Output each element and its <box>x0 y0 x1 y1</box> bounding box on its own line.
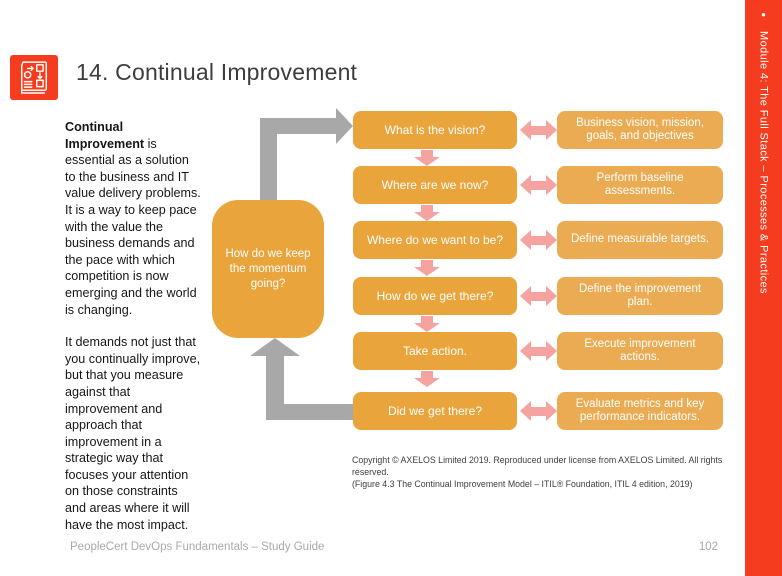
text-line: improvement in a <box>65 434 162 449</box>
loop-arrow-bottom-icon <box>250 338 353 420</box>
intro-bold-lead: Improvement <box>65 136 145 151</box>
text-line: the pace with which <box>65 252 175 267</box>
down-arrow-icon <box>414 205 440 221</box>
text-line: value delivery problems. <box>65 186 201 201</box>
copyright-line-1: Copyright © AXELOS Limited 2019. Reprodu… <box>352 455 723 477</box>
text-line: competition is now <box>65 269 169 284</box>
intro-text: Continual Improvement is essential as a … <box>65 119 247 533</box>
text-line: improvement and <box>65 401 163 416</box>
copyright-line-2: (Figure 4.3 The Continual Improvement Mo… <box>352 479 693 489</box>
page-title: 14. Continual Improvement <box>76 59 358 85</box>
text-line: Improvement is <box>65 136 247 153</box>
double-arrow-icon <box>520 175 557 195</box>
text-line: have the most impact. <box>65 517 189 532</box>
text-line: approach that <box>65 418 143 433</box>
flow-outcome-box: Perform baseline assessments. <box>557 166 723 204</box>
double-arrow-icon <box>520 230 557 250</box>
intro-paragraph-1-lines: essential as a solution to the business a… <box>65 152 247 318</box>
copyright-notice: Copyright © AXELOS Limited 2019. Reprodu… <box>352 454 734 490</box>
footer-document-title: PeopleCert DevOps Fundamentals – Study G… <box>70 541 325 553</box>
intro-paragraph-2-lines: It demands not just that you continually … <box>65 334 247 533</box>
process-document-icon <box>10 55 58 100</box>
text-line: on those constraints <box>65 484 178 499</box>
down-arrow-icon <box>414 260 440 276</box>
text-line: Continual <box>65 119 247 136</box>
flow-step-box: How do we get there? <box>353 277 517 315</box>
flow-step-box: Take action. <box>353 332 517 370</box>
down-arrow-icon <box>414 316 440 332</box>
text-line: It demands not just that <box>65 335 196 350</box>
text-line: you continually improve, <box>65 351 201 366</box>
intro-regular-text: is <box>144 136 157 151</box>
text-line: and areas where it will <box>65 501 190 516</box>
flow-outcome-box: Evaluate metrics and key performance ind… <box>557 392 723 430</box>
flow-step-box: Did we get there? <box>353 392 517 430</box>
loop-arrow-top-icon <box>260 108 353 205</box>
flow-outcome-box: Define measurable targets. <box>557 221 723 259</box>
text-line: is changing. <box>65 302 133 317</box>
sidebar-bullet: • <box>761 7 766 22</box>
flow-outcome-box: Business vision, mission, goals, and obj… <box>557 111 723 149</box>
flow-outcome-box: Execute improvement actions. <box>557 332 723 370</box>
double-arrow-icon <box>520 120 557 140</box>
text-line: to the business and IT <box>65 169 189 184</box>
text-line: focuses your attention <box>65 467 189 482</box>
intro-bold-lead: Continual <box>65 120 124 134</box>
text-line: with the value the <box>65 219 164 234</box>
flow-step-box: Where are we now? <box>353 166 517 204</box>
down-arrow-icon <box>414 371 440 387</box>
double-arrow-icon <box>520 341 557 361</box>
intro-paragraph-2: It demands not just that you continually … <box>65 334 247 533</box>
text-line: strategic way that <box>65 451 163 466</box>
sidebar-module-label: Module 4: The Full Stack – Processes & P… <box>757 31 770 294</box>
flow-step-box: Where do we want to be? <box>353 221 517 259</box>
flow-step-box: What is the vision? <box>353 111 517 149</box>
text-line: It is a way to keep pace <box>65 202 197 217</box>
double-arrow-icon <box>520 286 557 306</box>
text-line: but that you measure <box>65 368 184 383</box>
module-sidebar: • Module 4: The Full Stack – Processes &… <box>745 0 782 576</box>
momentum-box: How do we keep the momentum going? <box>212 200 324 338</box>
down-arrow-icon <box>414 150 440 166</box>
text-line: business demands and <box>65 236 195 251</box>
double-arrow-icon <box>520 401 557 421</box>
footer-page-number: 102 <box>698 541 718 553</box>
flow-outcome-box: Define the improvement plan. <box>557 277 723 315</box>
intro-paragraph-1: Continual Improvement is essential as a … <box>65 119 247 318</box>
text-line: essential as a solution <box>65 153 189 168</box>
text-line: against that <box>65 384 131 399</box>
text-line: emerging and the world <box>65 285 197 300</box>
